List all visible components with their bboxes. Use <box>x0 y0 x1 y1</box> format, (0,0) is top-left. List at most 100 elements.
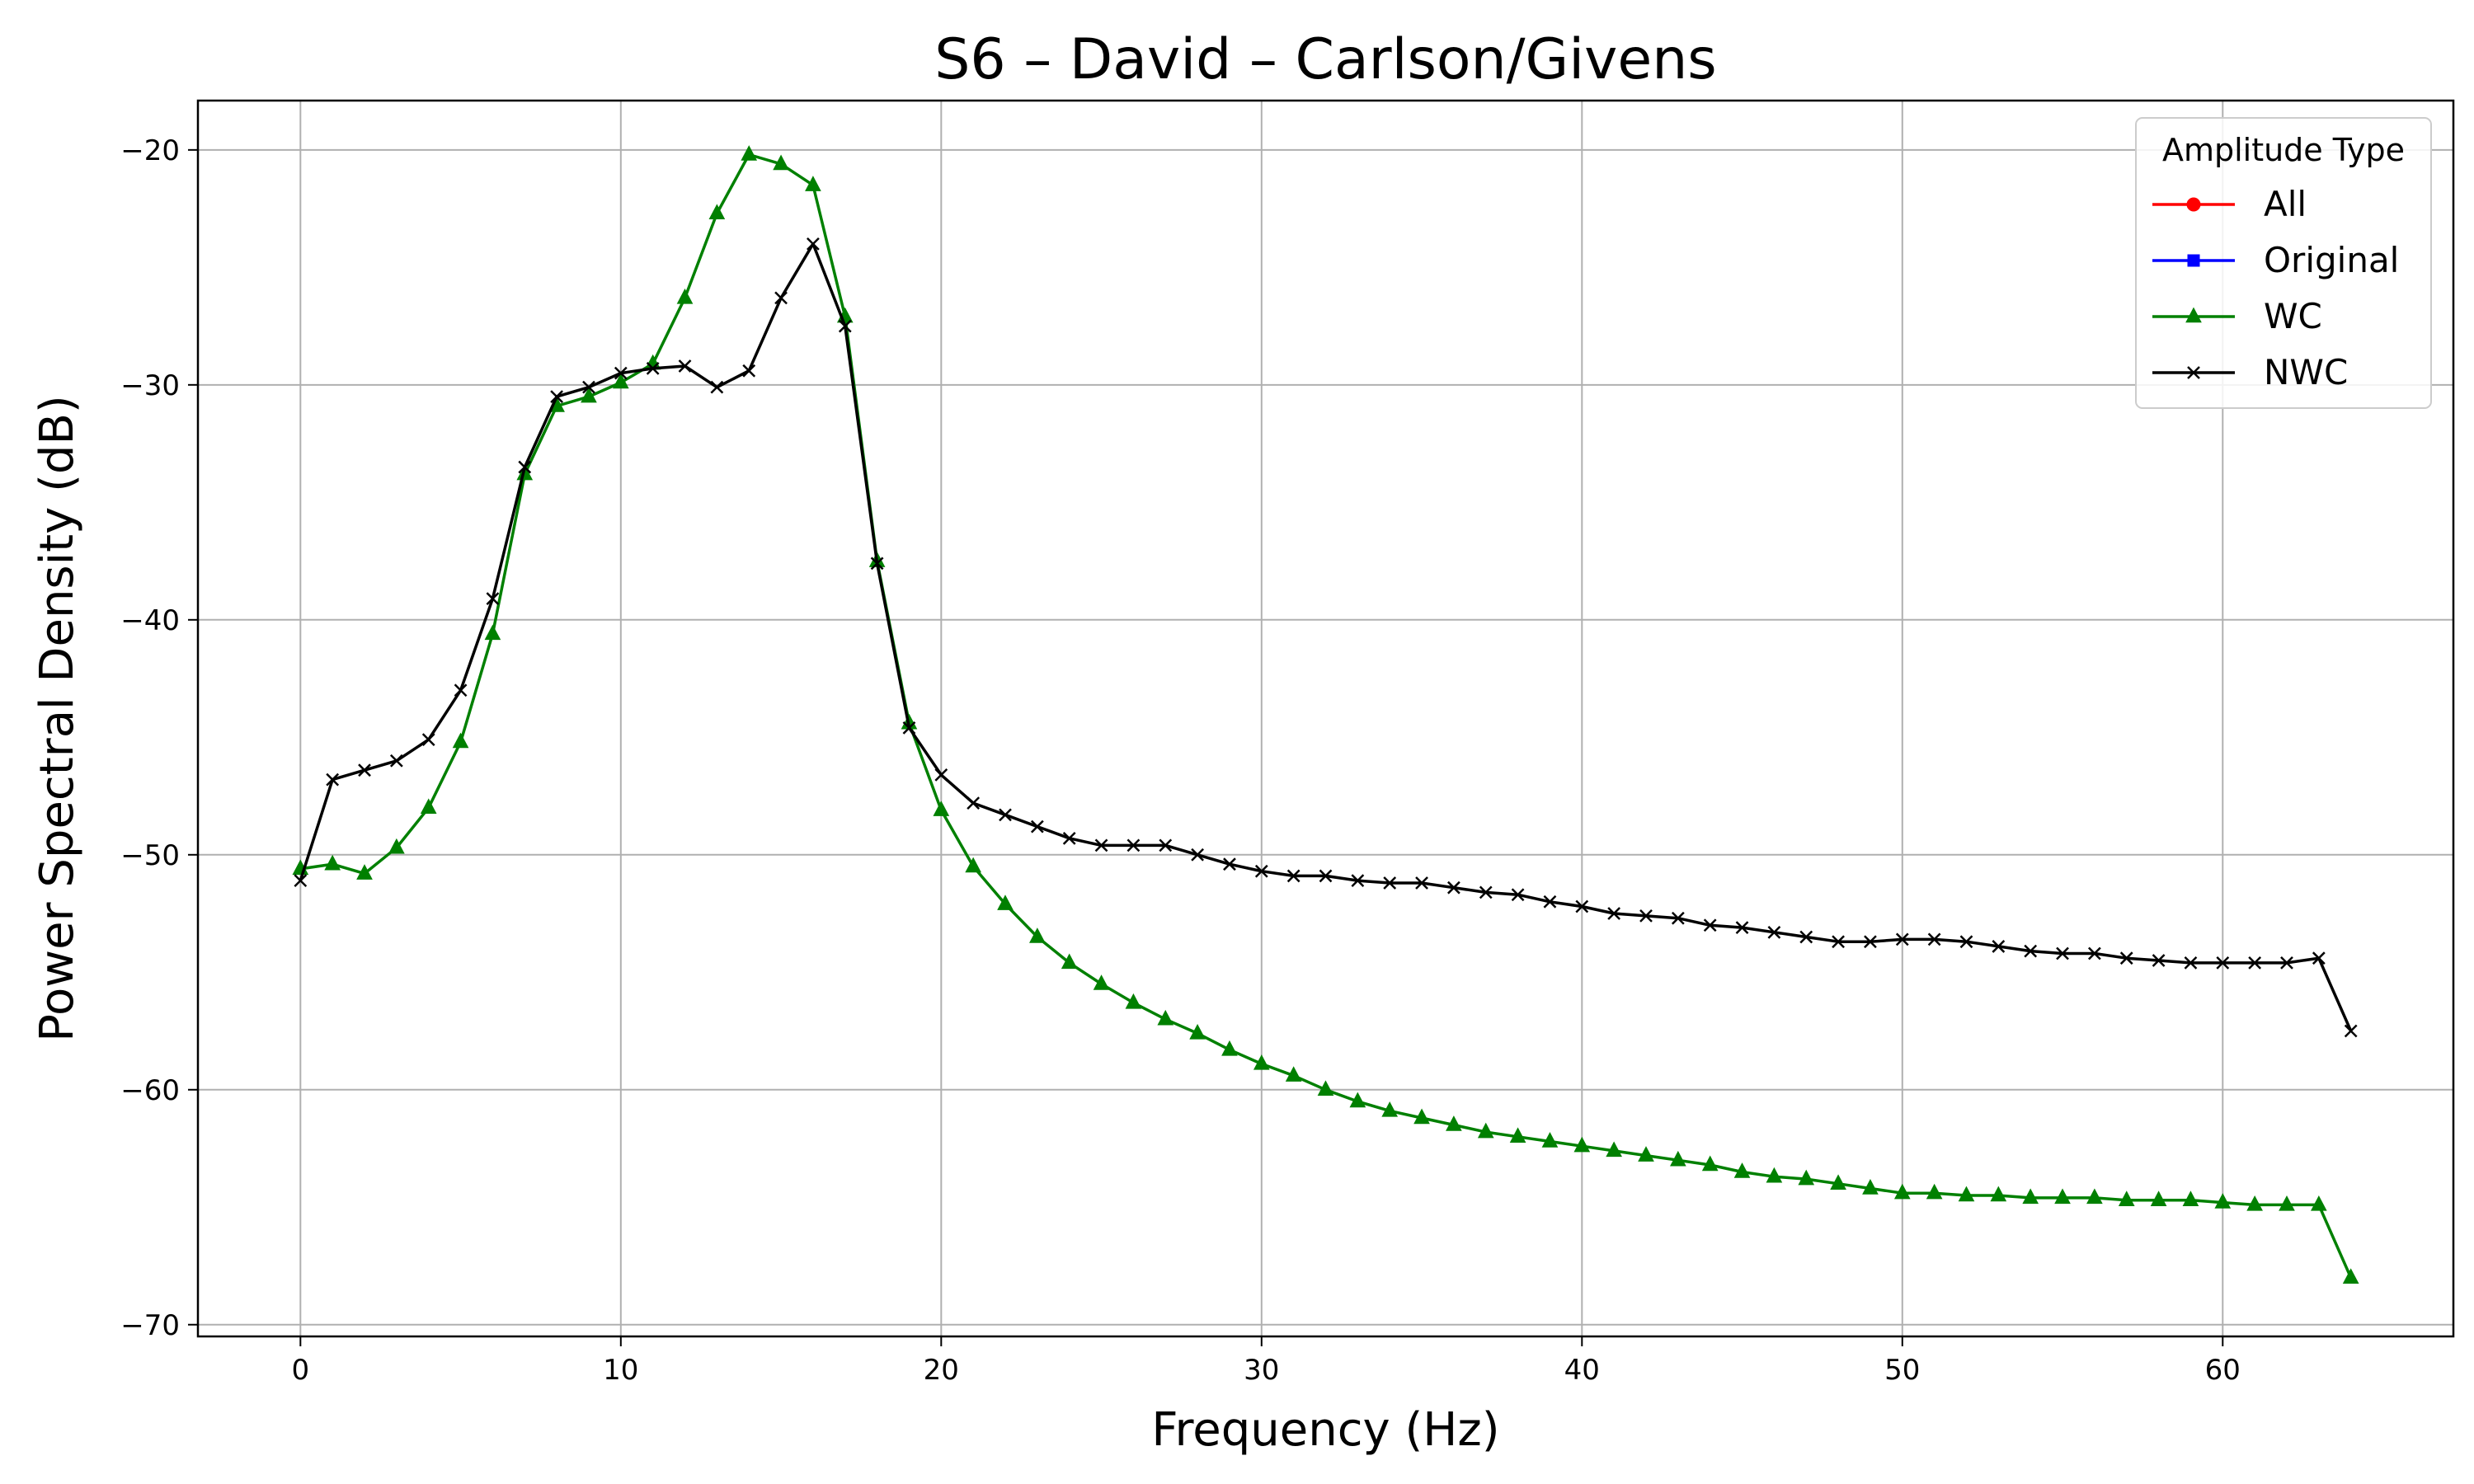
data-point-wc <box>2054 1188 2071 1205</box>
data-point-wc <box>2279 1195 2295 1211</box>
data-point-wc <box>2118 1190 2135 1206</box>
data-point-nwc <box>1735 921 1749 935</box>
data-point-wc <box>1926 1183 1943 1200</box>
legend-marker <box>2186 197 2201 212</box>
data-point-wc <box>2182 1190 2199 1206</box>
legend-label: WC <box>2264 296 2322 336</box>
data-point-nwc <box>934 768 948 782</box>
data-point-wc <box>1477 1122 1494 1139</box>
legend-entry-wc: WC <box>2152 296 2322 336</box>
legend-title: Amplitude Type <box>2162 132 2405 168</box>
data-point-wc <box>1606 1141 1622 1158</box>
data-point-nwc <box>1992 940 2006 953</box>
data-point-wc <box>612 373 629 389</box>
data-point-nwc <box>1895 932 1909 946</box>
x-tick-label: 30 <box>1244 1354 1279 1387</box>
data-point-nwc <box>486 592 500 606</box>
data-point-wc <box>2246 1195 2263 1211</box>
legend-label: All <box>2264 184 2307 224</box>
data-point-nwc <box>2184 956 2198 970</box>
data-point-nwc <box>2216 956 2230 970</box>
data-point-nwc <box>1223 857 1236 871</box>
data-point-nwc <box>454 683 468 697</box>
data-point-wc <box>1733 1162 1751 1178</box>
data-point-nwc <box>1062 831 1076 845</box>
data-point-wc <box>1830 1174 1846 1190</box>
plot-frame <box>196 99 2455 1338</box>
data-point-nwc <box>582 380 595 394</box>
data-point-nwc <box>774 291 788 305</box>
data-point-nwc <box>1159 838 1173 852</box>
data-point-nwc <box>1671 911 1685 925</box>
ticks: 0 10 20 30 40 50 60 −70 −60 −50 −40 −30 −20 <box>120 134 2241 1387</box>
data-point-wc <box>1381 1101 1399 1117</box>
x-tick-label: 40 <box>1564 1354 1600 1387</box>
data-point-nwc <box>1864 935 1877 949</box>
data-point-nwc <box>838 319 852 333</box>
data-point-wc <box>1221 1040 1238 1056</box>
data-point-nwc <box>1351 874 1365 888</box>
data-point-nwc <box>2152 954 2166 967</box>
data-point-wc <box>2022 1188 2039 1205</box>
data-point-nwc <box>1639 909 1653 923</box>
x-axis-label: Frequency (Hz) <box>1151 1403 1499 1457</box>
data-point-nwc <box>421 733 435 747</box>
data-point-nwc <box>1191 848 1204 862</box>
data-point-wc <box>676 288 694 304</box>
data-point-nwc <box>1094 838 1108 852</box>
data-point-wc <box>1958 1186 1975 1202</box>
data-point-nwc <box>646 361 660 375</box>
data-point-wc <box>997 895 1014 910</box>
y-tick-label: −30 <box>120 369 180 402</box>
data-point-wc <box>1509 1127 1526 1144</box>
data-point-nwc <box>1959 935 1973 949</box>
data-point-wc <box>773 154 789 171</box>
data-point-nwc <box>2312 951 2326 965</box>
data-point-wc <box>1317 1080 1334 1097</box>
data-point-nwc <box>678 359 692 373</box>
data-point-wc <box>1349 1092 1366 1108</box>
data-point-nwc <box>1511 888 1525 902</box>
legend-label: NWC <box>2264 352 2348 392</box>
legend-entry-original: Original <box>2152 240 2399 280</box>
data-point-wc <box>1670 1150 1686 1167</box>
data-point-wc <box>933 801 950 816</box>
data-point-wc <box>356 864 373 880</box>
data-point-nwc <box>1575 899 1589 913</box>
data-point-wc <box>420 798 437 815</box>
data-point-wc <box>741 145 758 161</box>
data-point-wc <box>324 854 341 871</box>
x-tick-label: 20 <box>924 1354 959 1387</box>
data-point-nwc <box>2088 946 2101 960</box>
data-point-wc <box>2086 1188 2103 1205</box>
y-axis-label: Power Spectral Density (dB) <box>31 395 84 1041</box>
data-point-wc <box>1157 1009 1174 1026</box>
y-tick-label: −60 <box>120 1074 180 1107</box>
data-point-nwc <box>870 556 884 571</box>
data-point-wc <box>1798 1169 1815 1186</box>
legend-marker <box>2187 366 2200 379</box>
legend-marker <box>2187 254 2200 267</box>
data-point-wc <box>1189 1023 1206 1040</box>
data-point-nwc <box>1126 838 1141 852</box>
legend-box <box>2135 117 2432 409</box>
data-point-wc <box>1446 1115 1462 1131</box>
data-point-wc <box>1061 953 1078 970</box>
data-point-wc <box>1541 1132 1559 1148</box>
data-point-nwc <box>294 874 308 888</box>
data-point-nwc <box>967 796 981 810</box>
data-point-wc <box>1413 1108 1430 1125</box>
data-point-nwc <box>1286 869 1300 883</box>
data-point-nwc <box>2344 1024 2358 1038</box>
data-point-nwc <box>902 721 916 735</box>
data-point-wc <box>708 204 726 220</box>
x-tick-label: 50 <box>1884 1354 1920 1387</box>
x-tick-label: 0 <box>291 1354 309 1387</box>
data-point-nwc <box>2280 956 2293 970</box>
data-point-wc <box>2214 1193 2232 1209</box>
legend-entry-all: All <box>2152 184 2307 224</box>
data-point-nwc <box>326 773 340 787</box>
data-point-wc <box>1125 993 1142 1009</box>
data-point-nwc <box>1543 895 1557 909</box>
